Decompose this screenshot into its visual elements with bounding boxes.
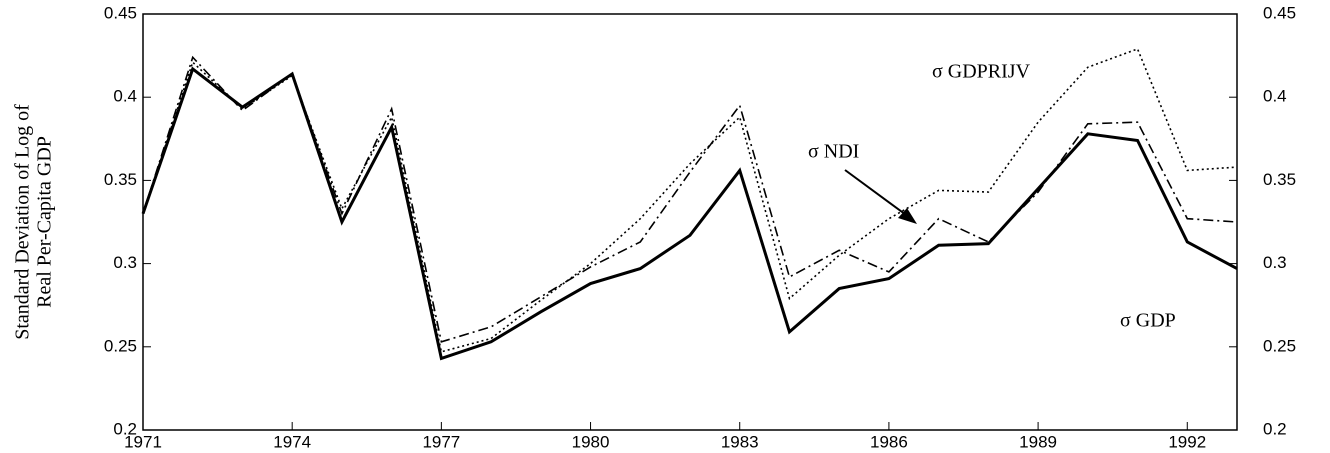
annotation-arrowhead <box>898 208 917 224</box>
plot-frame <box>142 13 1238 431</box>
y-tick-label: 0.4 <box>113 87 137 106</box>
x-tick-label: 1974 <box>273 432 311 451</box>
x-tick-label: 1980 <box>572 432 610 451</box>
series-line <box>142 55 1238 343</box>
annotation-arrow <box>844 169 914 221</box>
series-label: σ GDPRIJV <box>932 61 1031 83</box>
y2-tick-label: 0.25 <box>1263 336 1296 355</box>
y-tick-label: 0.3 <box>113 253 137 272</box>
y2-tick-label: 0.4 <box>1263 87 1287 106</box>
x-tick-label: 1971 <box>124 432 162 451</box>
x-tick-label: 1977 <box>422 432 460 451</box>
series-label: σ NDI <box>808 141 859 163</box>
y2-tick-label: 0.45 <box>1263 3 1296 22</box>
series-line <box>142 47 1238 353</box>
series-label: σ GDP <box>1120 310 1176 332</box>
y-axis-title-line: Real Per-Capita GDP <box>34 136 56 308</box>
y-axis-title: Standard Deviation of Log of Real Per-Ca… <box>12 104 56 340</box>
x-tick-label: 1992 <box>1168 432 1206 451</box>
y-tick-label: 0.25 <box>104 336 137 355</box>
x-tick-label: 1986 <box>870 432 908 451</box>
y2-tick-label: 0.35 <box>1263 170 1296 189</box>
x-tick-label: 1989 <box>1019 432 1057 451</box>
y-tick-label: 0.45 <box>104 3 137 22</box>
y2-tick-label: 0.2 <box>1263 419 1287 438</box>
series-line <box>141 66 1238 361</box>
y-axis-title-line: Standard Deviation of Log of <box>12 104 34 340</box>
y-tick-label: 0.35 <box>104 170 137 189</box>
x-tick-label: 1983 <box>721 432 759 451</box>
y2-tick-label: 0.3 <box>1263 253 1287 272</box>
y-tick-label: 0.2 <box>113 419 137 438</box>
